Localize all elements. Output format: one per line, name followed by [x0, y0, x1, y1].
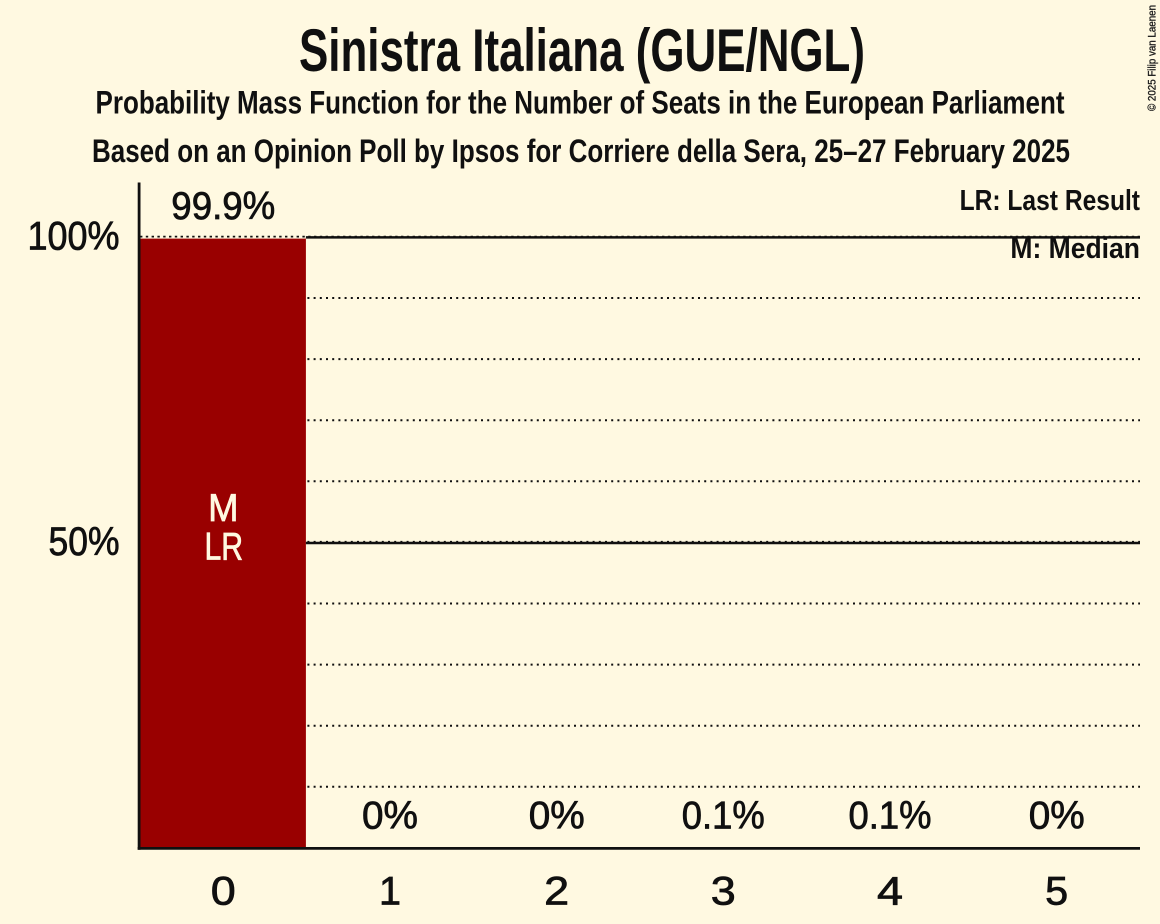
svg-text:4: 4 — [877, 870, 903, 914]
svg-text:1: 1 — [379, 870, 401, 914]
svg-text:Probability Mass Function for: Probability Mass Function for the Number… — [96, 85, 1065, 121]
svg-text:LR: LR — [205, 526, 244, 569]
svg-text:M: Median: M: Median — [1010, 233, 1140, 265]
svg-text:0%: 0% — [1029, 795, 1085, 838]
svg-text:50%: 50% — [49, 520, 120, 564]
svg-text:3: 3 — [711, 870, 736, 914]
svg-text:© 2025 Filip van Laenen: © 2025 Filip van Laenen — [1147, 5, 1159, 111]
svg-text:0%: 0% — [529, 795, 585, 838]
svg-text:Sinistra Italiana (GUE/NGL): Sinistra Italiana (GUE/NGL) — [299, 17, 865, 84]
svg-text:0.1%: 0.1% — [849, 795, 932, 838]
svg-text:LR: Last Result: LR: Last Result — [960, 185, 1141, 217]
svg-text:2: 2 — [544, 870, 569, 914]
svg-text:5: 5 — [1045, 870, 1068, 914]
svg-text:100%: 100% — [28, 214, 120, 258]
svg-text:Based on an Opinion Poll by Ip: Based on an Opinion Poll by Ipsos for Co… — [92, 133, 1070, 169]
svg-text:99.9%: 99.9% — [171, 185, 275, 228]
svg-text:0%: 0% — [362, 795, 418, 838]
svg-text:M: M — [208, 487, 238, 530]
svg-text:0: 0 — [211, 870, 236, 914]
svg-text:0.1%: 0.1% — [682, 795, 765, 838]
